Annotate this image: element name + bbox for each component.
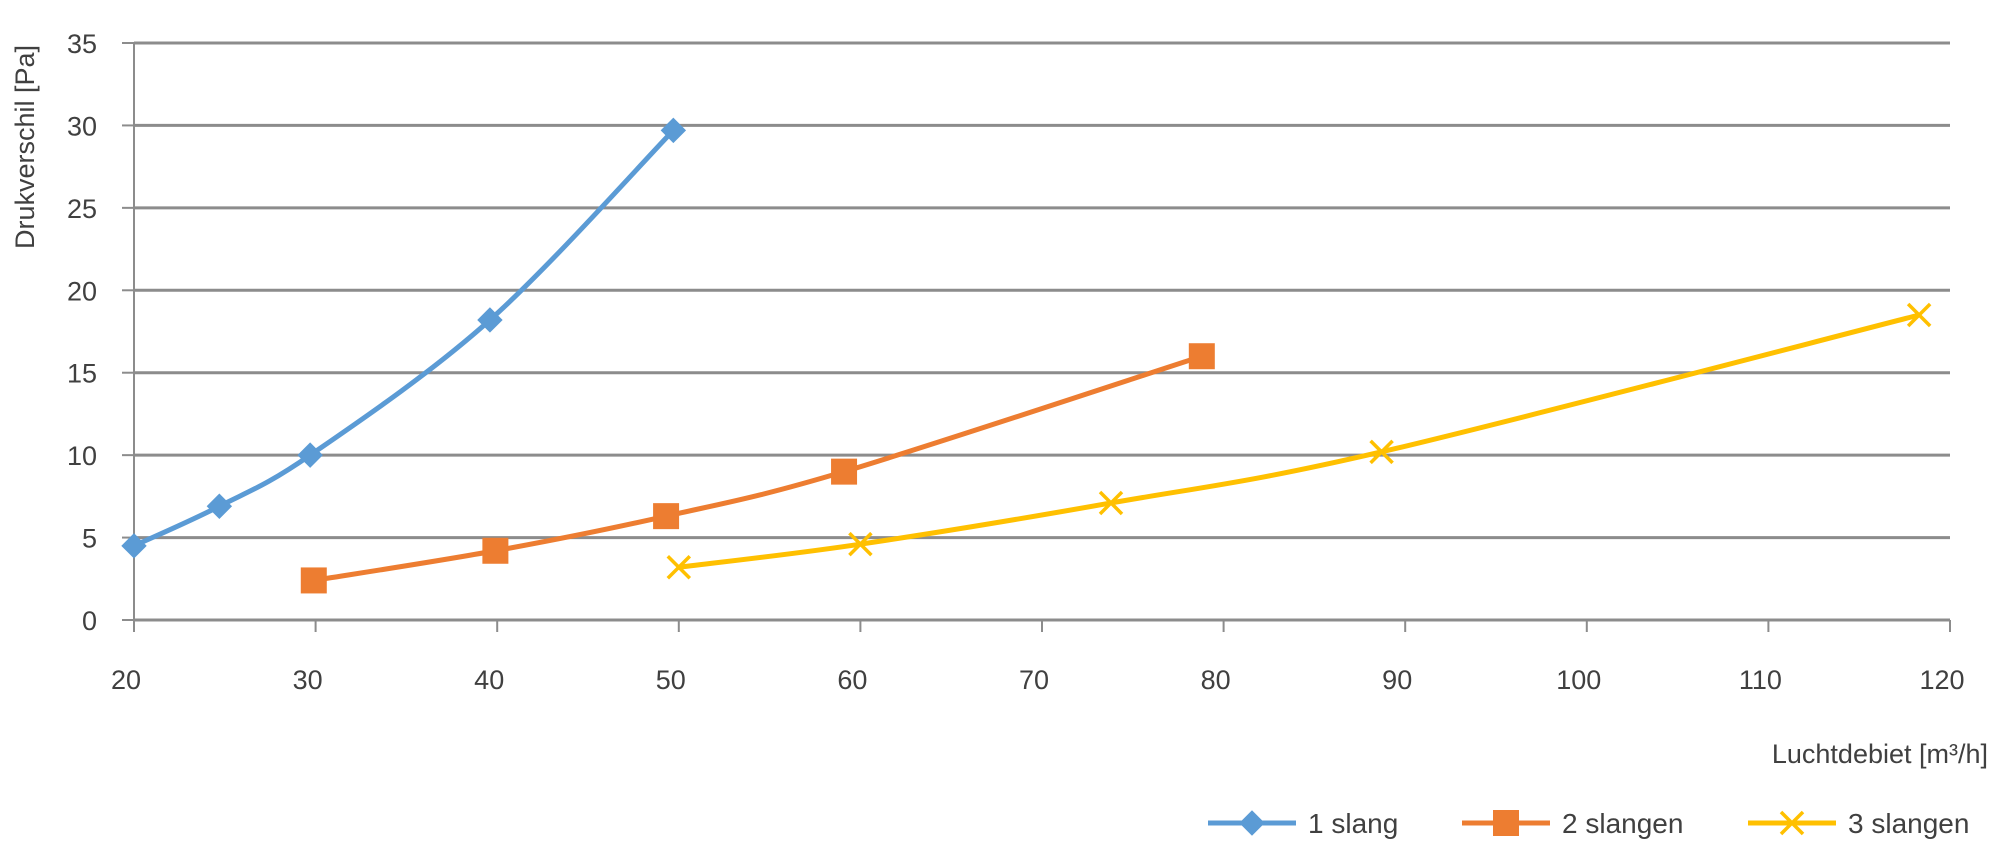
x-tick-labels: 20 30 40 50 60 70 80 90 100 110 120 [111, 665, 1965, 695]
legend-item-3: 3 slangen [1748, 808, 1969, 839]
axes [122, 42, 1951, 632]
y-tick-label: 15 [67, 359, 97, 389]
x-tick-label: 90 [1382, 665, 1412, 695]
data-point [477, 307, 503, 333]
x-tick-label: 50 [656, 665, 686, 695]
data-point [660, 117, 687, 144]
y-tick-label: 10 [67, 441, 97, 471]
x-tick-label: 110 [1739, 665, 1782, 695]
data-point [206, 493, 233, 519]
legend-marker [1493, 810, 1519, 836]
y-axis-title: Drukverschil [Pa] [10, 45, 40, 249]
x-tick-label: 60 [837, 665, 867, 695]
data-point [1188, 343, 1215, 370]
series-group [121, 117, 1932, 594]
data-point [666, 555, 692, 580]
series-line [131, 127, 676, 549]
x-tick-label: 30 [293, 665, 323, 695]
x-tick-label: 120 [1919, 665, 1964, 695]
data-point [1098, 490, 1124, 516]
legend-label: 2 slangen [1562, 808, 1683, 839]
x-tick-label: 20 [111, 665, 141, 695]
data-point [482, 537, 509, 564]
x-tick-label: 70 [1019, 665, 1049, 695]
data-point [297, 442, 323, 468]
x-axis-title: Luchtdebiet [m³/h] [1772, 739, 1988, 769]
series-1 [121, 117, 687, 559]
series-3 [666, 302, 1932, 580]
y-tick-label: 30 [67, 111, 97, 141]
x-tick-label: 40 [474, 665, 504, 695]
legend-item-1: 1 slang [1208, 808, 1398, 839]
data-point [653, 503, 680, 530]
x-tick-label: 80 [1201, 665, 1231, 695]
series-line [676, 312, 1922, 570]
legend-marker [1239, 810, 1265, 836]
y-tick-label: 5 [82, 524, 97, 554]
legend-marker [1779, 810, 1805, 836]
y-tick-label: 25 [67, 194, 97, 224]
data-point [1906, 302, 1932, 328]
legend-label: 1 slang [1308, 808, 1398, 839]
x-tick-label: 100 [1556, 665, 1601, 695]
legend-label: 3 slangen [1848, 808, 1969, 839]
data-point [848, 531, 873, 557]
data-point [1369, 439, 1394, 465]
data-point [121, 533, 147, 559]
series-line [311, 353, 1205, 583]
data-point [300, 567, 327, 594]
legend-item-2: 2 slangen [1462, 808, 1683, 839]
y-tick-label: 0 [82, 606, 97, 636]
y-tick-label: 35 [67, 29, 97, 59]
y-tick-label: 20 [67, 276, 97, 306]
data-point [831, 458, 858, 485]
gridlines [134, 41, 1950, 540]
y-tick-labels: 0 5 10 15 20 25 30 35 [67, 29, 97, 636]
series-2 [300, 343, 1215, 594]
legend: 1 slang 2 slangen 3 slangen [1208, 808, 1969, 839]
